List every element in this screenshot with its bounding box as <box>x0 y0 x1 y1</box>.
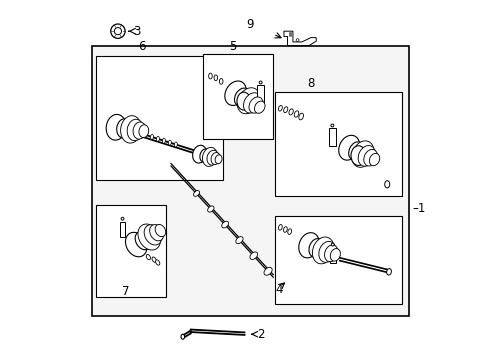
Text: 3: 3 <box>133 25 141 38</box>
Ellipse shape <box>357 145 375 166</box>
Ellipse shape <box>288 109 293 115</box>
Ellipse shape <box>146 255 150 260</box>
Ellipse shape <box>135 231 151 250</box>
Ellipse shape <box>208 73 212 79</box>
Circle shape <box>114 28 121 35</box>
Ellipse shape <box>200 149 210 162</box>
Bar <box>92 45 408 316</box>
Ellipse shape <box>249 252 257 260</box>
Ellipse shape <box>138 224 160 250</box>
Text: 4: 4 <box>274 283 282 296</box>
Ellipse shape <box>155 225 165 237</box>
Ellipse shape <box>312 237 333 264</box>
Text: –1: –1 <box>411 202 425 215</box>
Ellipse shape <box>121 116 141 143</box>
Ellipse shape <box>206 150 218 165</box>
Ellipse shape <box>363 149 377 166</box>
Ellipse shape <box>243 93 261 113</box>
Ellipse shape <box>338 135 359 160</box>
Ellipse shape <box>330 243 333 246</box>
Ellipse shape <box>152 257 156 262</box>
Bar <box>96 205 165 297</box>
Ellipse shape <box>117 119 131 138</box>
Ellipse shape <box>211 153 220 165</box>
Ellipse shape <box>181 334 184 339</box>
Ellipse shape <box>368 153 379 166</box>
Ellipse shape <box>259 81 262 84</box>
Ellipse shape <box>149 225 163 241</box>
Ellipse shape <box>298 113 303 120</box>
Ellipse shape <box>127 119 143 141</box>
Ellipse shape <box>278 105 282 111</box>
Ellipse shape <box>121 217 124 220</box>
Ellipse shape <box>215 155 222 164</box>
Bar <box>274 92 402 196</box>
Ellipse shape <box>329 248 340 261</box>
Ellipse shape <box>221 221 228 228</box>
Ellipse shape <box>237 88 259 114</box>
Ellipse shape <box>351 141 373 167</box>
Ellipse shape <box>324 245 337 262</box>
Ellipse shape <box>283 107 287 113</box>
Ellipse shape <box>155 260 160 265</box>
Text: 6: 6 <box>138 40 146 53</box>
Ellipse shape <box>384 181 389 188</box>
Ellipse shape <box>386 269 390 275</box>
Text: 7: 7 <box>122 285 129 298</box>
Ellipse shape <box>235 237 243 244</box>
Polygon shape <box>284 31 316 45</box>
Ellipse shape <box>133 122 146 139</box>
Ellipse shape <box>214 75 217 81</box>
Ellipse shape <box>298 233 319 258</box>
Polygon shape <box>120 222 125 237</box>
Ellipse shape <box>248 97 263 113</box>
Ellipse shape <box>207 206 214 212</box>
Bar <box>96 56 223 180</box>
Ellipse shape <box>162 138 165 143</box>
Ellipse shape <box>125 232 146 257</box>
Polygon shape <box>257 85 264 103</box>
Ellipse shape <box>287 229 291 234</box>
Ellipse shape <box>234 88 250 106</box>
Ellipse shape <box>264 267 272 275</box>
Ellipse shape <box>237 92 250 110</box>
Ellipse shape <box>318 242 335 262</box>
Ellipse shape <box>294 111 298 117</box>
Bar <box>203 54 273 139</box>
Bar <box>274 216 402 304</box>
Text: 2: 2 <box>257 328 264 341</box>
Ellipse shape <box>283 227 286 232</box>
Text: 5: 5 <box>229 40 236 53</box>
Polygon shape <box>329 247 335 263</box>
Ellipse shape <box>174 142 177 147</box>
Ellipse shape <box>219 78 223 84</box>
Circle shape <box>110 24 125 39</box>
Ellipse shape <box>150 135 153 139</box>
Ellipse shape <box>144 225 162 245</box>
Ellipse shape <box>193 190 199 196</box>
Ellipse shape <box>308 239 324 257</box>
Ellipse shape <box>202 147 217 166</box>
Ellipse shape <box>139 125 148 138</box>
Text: 9: 9 <box>245 18 253 31</box>
Polygon shape <box>328 129 335 145</box>
Ellipse shape <box>254 101 264 113</box>
Ellipse shape <box>278 225 282 230</box>
Ellipse shape <box>168 140 171 145</box>
Circle shape <box>296 39 298 41</box>
Ellipse shape <box>330 124 333 127</box>
Ellipse shape <box>106 114 126 140</box>
Ellipse shape <box>224 81 246 105</box>
Ellipse shape <box>156 136 159 141</box>
Ellipse shape <box>192 145 206 163</box>
Text: 8: 8 <box>306 77 314 90</box>
Ellipse shape <box>350 146 366 166</box>
Ellipse shape <box>348 142 363 160</box>
